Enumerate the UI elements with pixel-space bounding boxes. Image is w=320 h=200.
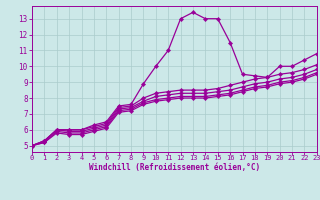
X-axis label: Windchill (Refroidissement éolien,°C): Windchill (Refroidissement éolien,°C) [89, 163, 260, 172]
